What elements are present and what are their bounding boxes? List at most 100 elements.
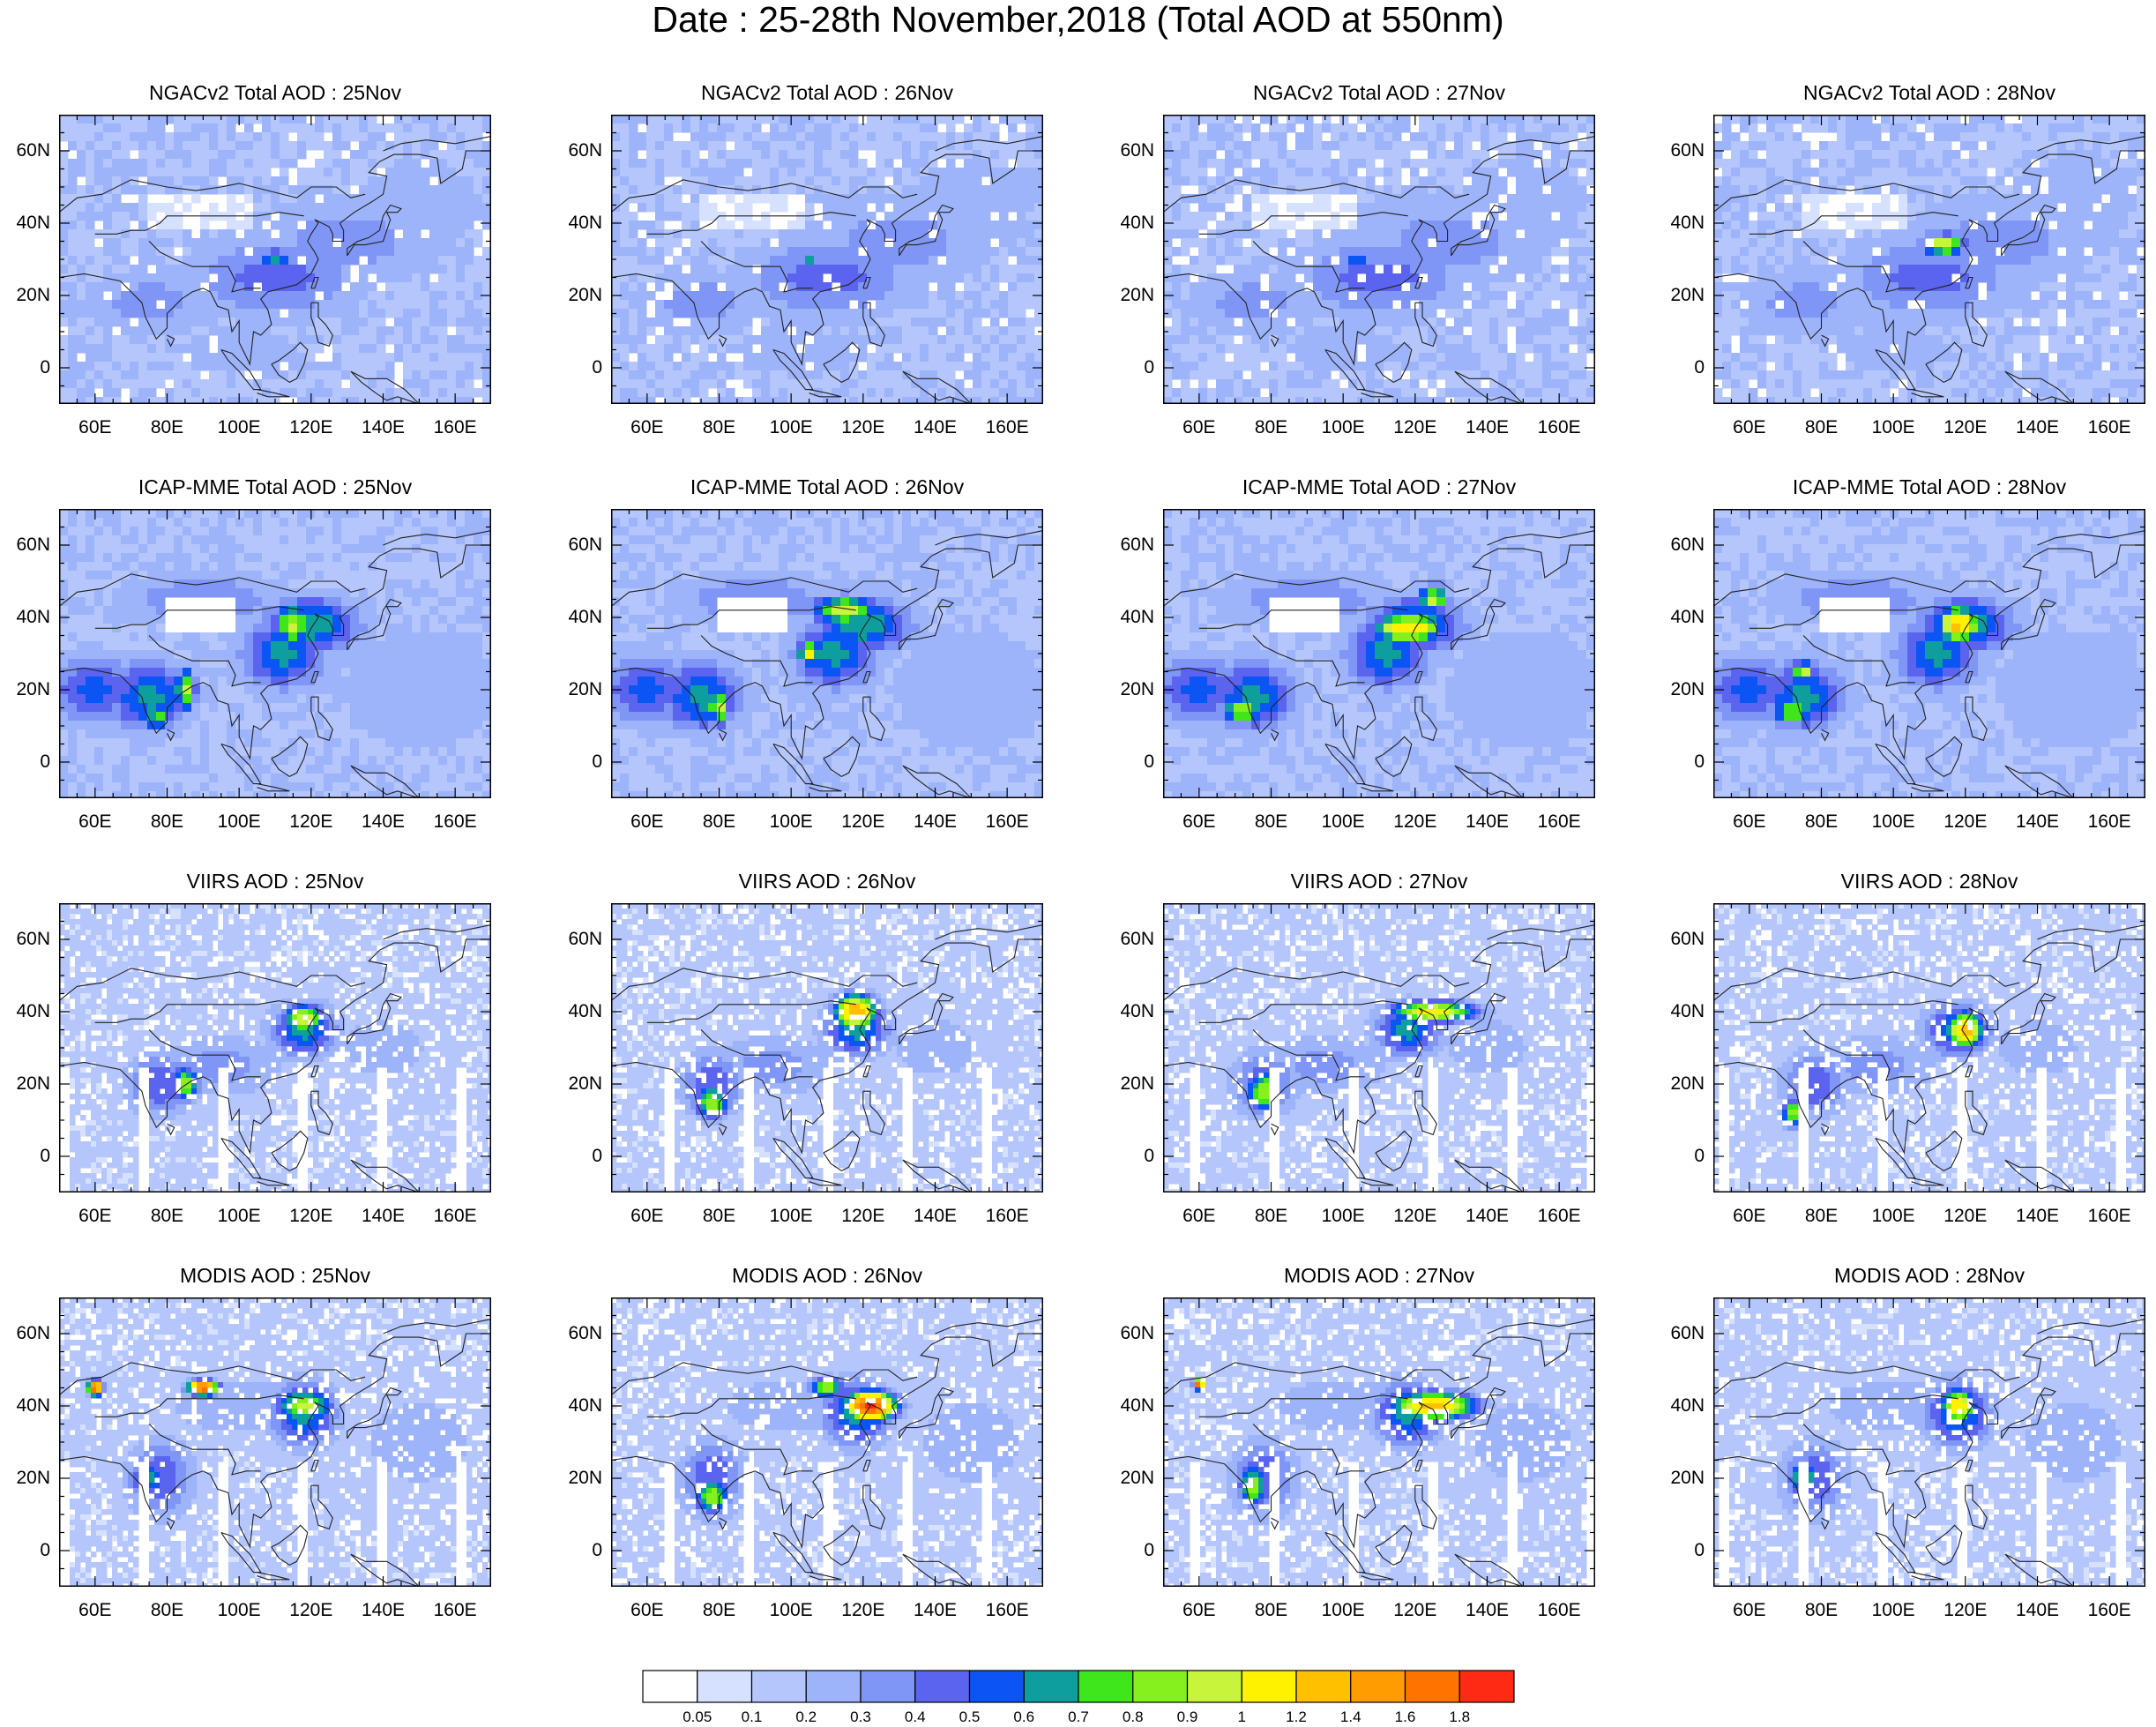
lon-tick-label: 100E <box>756 418 826 437</box>
lat-tick-label: 60N <box>1108 1324 1154 1343</box>
lon-tick-label: 60E <box>1164 812 1235 832</box>
lat-tick-label: 20N <box>4 680 50 699</box>
panel-title: MODIS AOD : 25Nov <box>59 1264 491 1287</box>
colorbar-swatch <box>1078 1670 1134 1703</box>
panel-title: MODIS AOD : 26Nov <box>611 1264 1043 1287</box>
lat-tick-label: 20N <box>1108 680 1154 699</box>
lat-tick-label: 20N <box>1659 1074 1705 1094</box>
lon-tick-label: 60E <box>60 812 131 832</box>
lon-tick-label: 160E <box>972 812 1042 832</box>
lon-tick-label: 80E <box>1787 1207 1857 1226</box>
lat-tick-label: 40N <box>4 1002 50 1021</box>
lat-tick-label: 0 <box>4 752 50 772</box>
panel-title: MODIS AOD : 27Nov <box>1163 1264 1595 1287</box>
aod-map-ngacv2-28 <box>1713 115 2145 404</box>
colorbar-swatch <box>1241 1670 1297 1703</box>
colorbar-label: 1.4 <box>1324 1709 1377 1725</box>
colorbar-swatch <box>1404 1670 1460 1703</box>
lat-tick-label: 40N <box>4 213 50 233</box>
aod-map-modis-28 <box>1713 1297 2145 1587</box>
aod-map-icap-mme-25 <box>59 509 491 798</box>
lon-tick-label: 140E <box>1452 1601 1523 1620</box>
lon-tick-label: 80E <box>1787 418 1857 437</box>
lon-tick-label: 160E <box>420 418 490 437</box>
lon-tick-label: 100E <box>204 812 274 832</box>
panel-title: NGACv2 Total AOD : 26Nov <box>611 81 1043 104</box>
lat-tick-label: 40N <box>556 1396 602 1416</box>
panel-title: ICAP-MME Total AOD : 27Nov <box>1163 475 1595 498</box>
panel-title: NGACv2 Total AOD : 27Nov <box>1163 81 1595 104</box>
lat-tick-label: 60N <box>1659 930 1705 949</box>
lat-tick-label: 20N <box>4 1469 50 1488</box>
lon-tick-label: 100E <box>1858 1601 1928 1620</box>
lat-tick-label: 40N <box>4 1396 50 1416</box>
lat-tick-label: 0 <box>556 358 602 378</box>
panel-title: VIIRS AOD : 25Nov <box>59 870 491 893</box>
lon-tick-label: 120E <box>276 418 347 437</box>
lon-tick-label: 140E <box>900 418 971 437</box>
lat-tick-label: 60N <box>556 930 602 949</box>
lat-tick-label: 0 <box>556 752 602 772</box>
lat-tick-label: 20N <box>1659 680 1705 699</box>
lat-tick-label: 40N <box>1108 213 1154 233</box>
colorbar-label: 1.8 <box>1433 1709 1486 1725</box>
colorbar-label: 0.6 <box>997 1709 1050 1725</box>
colorbar-label: 1.2 <box>1270 1709 1323 1725</box>
lat-tick-label: 60N <box>1108 141 1154 161</box>
lon-tick-label: 100E <box>204 1601 274 1620</box>
lat-tick-label: 60N <box>1659 535 1705 555</box>
lon-tick-label: 160E <box>1524 1601 1594 1620</box>
colorbar-label: 0.05 <box>671 1709 724 1725</box>
aod-map-ngacv2-25 <box>59 115 491 404</box>
lon-tick-label: 100E <box>1308 1207 1378 1226</box>
lon-tick-label: 140E <box>2003 1207 2073 1226</box>
lon-tick-label: 160E <box>2074 1207 2145 1226</box>
lat-tick-label: 0 <box>4 1147 50 1166</box>
lat-tick-label: 20N <box>1659 286 1705 305</box>
lon-tick-label: 120E <box>1930 418 2001 437</box>
panel-title: NGACv2 Total AOD : 25Nov <box>59 81 491 104</box>
lat-tick-label: 20N <box>556 286 602 305</box>
aod-map-ngacv2-26 <box>611 115 1043 404</box>
lat-tick-label: 60N <box>1659 1324 1705 1343</box>
lon-tick-label: 120E <box>1930 1207 2001 1226</box>
lat-tick-label: 40N <box>556 1002 602 1021</box>
lon-tick-label: 120E <box>1380 812 1451 832</box>
colorbar-label: 0.8 <box>1107 1709 1160 1725</box>
lon-tick-label: 120E <box>276 1601 347 1620</box>
lon-tick-label: 80E <box>132 812 203 832</box>
lon-tick-label: 100E <box>1858 812 1928 832</box>
aod-map-modis-25 <box>59 1297 491 1587</box>
colorbar-swatch <box>1023 1670 1079 1703</box>
colorbar-swatch <box>642 1670 698 1703</box>
lon-tick-label: 60E <box>612 1601 683 1620</box>
colorbar-swatch <box>1132 1670 1189 1703</box>
lon-tick-label: 60E <box>612 812 683 832</box>
colorbar-label: 0.9 <box>1161 1709 1214 1725</box>
colorbar-swatch <box>1458 1670 1515 1703</box>
lat-tick-label: 20N <box>1108 1469 1154 1488</box>
panel-title: VIIRS AOD : 27Nov <box>1163 870 1595 893</box>
colorbar-swatch <box>697 1670 753 1703</box>
colorbar-swatch <box>968 1670 1025 1703</box>
lat-tick-label: 20N <box>556 1469 602 1488</box>
lat-tick-label: 60N <box>556 1324 602 1343</box>
colorbar-label: 0.7 <box>1052 1709 1105 1725</box>
lat-tick-label: 40N <box>1659 1002 1705 1021</box>
lat-tick-label: 60N <box>4 535 50 555</box>
lon-tick-label: 100E <box>1308 1601 1378 1620</box>
lon-tick-label: 100E <box>756 1601 826 1620</box>
lat-tick-label: 0 <box>1108 358 1154 378</box>
lat-tick-label: 20N <box>556 680 602 699</box>
lon-tick-label: 140E <box>900 1601 971 1620</box>
lon-tick-label: 160E <box>1524 1207 1594 1226</box>
colorbar-swatch <box>750 1670 807 1703</box>
colorbar-label: 0.2 <box>780 1709 832 1725</box>
lon-tick-label: 100E <box>1308 812 1378 832</box>
aod-map-icap-mme-28 <box>1713 509 2145 798</box>
lat-tick-label: 0 <box>4 1541 50 1560</box>
lon-tick-label: 60E <box>60 1207 131 1226</box>
colorbar-label: 1.6 <box>1379 1709 1432 1725</box>
lon-tick-label: 140E <box>348 418 419 437</box>
lon-tick-label: 140E <box>2003 1601 2073 1620</box>
